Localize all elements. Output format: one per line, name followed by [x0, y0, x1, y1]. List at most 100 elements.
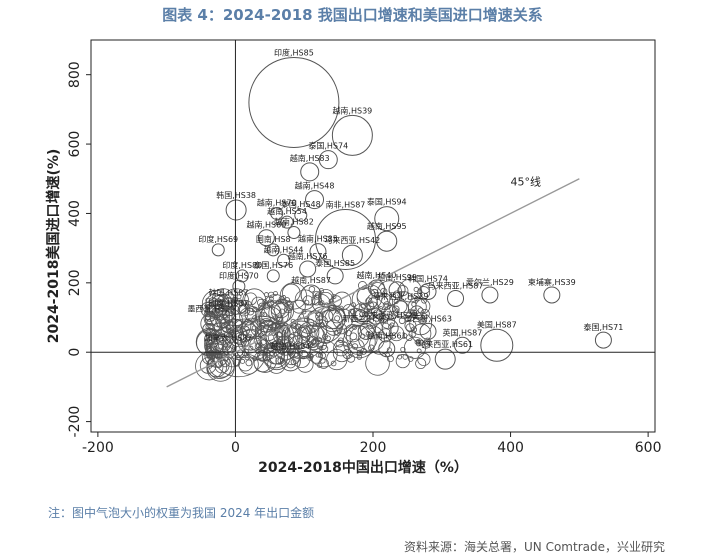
cluster-bubble — [355, 308, 367, 321]
cluster-bubble — [343, 324, 362, 343]
cluster-bubble — [238, 305, 249, 315]
cluster-bubble — [287, 320, 316, 349]
data-bubble — [232, 279, 246, 293]
cluster-bubble — [417, 352, 431, 366]
data-bubble — [294, 208, 308, 222]
cluster-bubble — [314, 292, 321, 299]
cluster-bubble — [273, 291, 278, 296]
x-tick-label: 400 — [497, 440, 524, 456]
bubble-label: 韩国,HS87 — [209, 288, 249, 298]
bubble-label: 爱尔兰,HS29 — [466, 277, 514, 287]
cluster-bubble — [297, 324, 311, 338]
bubble-label: 马来西亚,HS29 — [373, 292, 429, 301]
bubble-label: 南非,HS87 — [326, 199, 366, 209]
y-tick-label: 200 — [67, 269, 83, 296]
bubble-label: 泰国,HS48 — [281, 199, 321, 209]
cluster-bubble — [383, 302, 389, 308]
data-bubble — [248, 56, 340, 148]
cluster-bubble — [265, 321, 295, 351]
cluster-bubble — [209, 316, 215, 322]
bubble-label: 越南,HS44 — [264, 244, 304, 254]
cluster-bubble — [411, 301, 417, 307]
data-bubble — [331, 114, 373, 156]
data-bubble — [222, 297, 236, 311]
cluster-bubble — [206, 353, 212, 358]
cluster-bubble — [322, 333, 328, 340]
bubble-label: 泰国,HS74 — [308, 141, 348, 151]
bubble-label: 印度,HS69 — [198, 234, 238, 244]
cluster-bubble — [205, 293, 226, 314]
cluster-bubble — [210, 320, 268, 378]
cluster-bubble — [369, 282, 386, 298]
cluster-bubble — [252, 315, 258, 321]
cluster-bubble — [276, 314, 284, 322]
data-bubble — [434, 348, 456, 370]
bubble-label: 美国,HS87 — [477, 319, 517, 329]
data-bubble — [376, 230, 398, 252]
data-bubble — [378, 340, 396, 358]
cluster-bubble — [241, 317, 263, 339]
bubble-label: 越南,HS69 — [246, 220, 286, 230]
cluster-bubble — [296, 356, 314, 373]
chart-note: 注：图中气泡大小的权重为我国 2024 年出口金额 — [48, 506, 315, 520]
cluster-bubble — [382, 301, 392, 310]
axes: -200 0 200 400 600 -200 0 200 400 600 800 2024-2018… — [45, 61, 661, 476]
cluster-bubble — [208, 297, 218, 307]
data-bubble — [453, 336, 471, 354]
cluster-bubble — [296, 310, 321, 334]
x-axis-label: 2024-2018中国出口增速（%） — [258, 459, 468, 476]
bubble-label: 印度,HS85 — [274, 47, 314, 57]
data-bubble — [326, 267, 344, 285]
cluster-bubble — [415, 357, 427, 369]
x-tick-label: -200 — [82, 440, 114, 456]
cluster-bubble — [258, 302, 266, 311]
cluster-bubble — [211, 329, 217, 335]
cluster-bubble — [365, 331, 371, 336]
bubble-label: 越南,HS76 — [288, 251, 328, 261]
y-tick-label: 400 — [67, 200, 83, 227]
cluster-bubble — [415, 339, 421, 345]
data-bubble — [481, 286, 499, 304]
data-bubble — [204, 312, 218, 326]
cluster-bubble — [260, 300, 289, 329]
reference-line-45 — [166, 178, 580, 388]
cluster-bubble — [211, 298, 217, 304]
cluster-bubble — [244, 292, 258, 306]
bubble-label: 韩国,HS38 — [216, 190, 256, 200]
bubble-label: 英国,HS87 — [443, 327, 483, 337]
data-bubble — [222, 307, 236, 321]
cluster-bubble — [358, 303, 366, 311]
cluster-bubble — [286, 341, 292, 347]
cluster-bubble — [283, 317, 325, 359]
cluster-bubble — [232, 358, 241, 367]
bubble-label: 墨西哥,HS29 — [187, 304, 235, 313]
bubble-label: 印度,HS70 — [219, 270, 259, 280]
bubble-label: 越南,HS84 — [271, 341, 311, 351]
data-bubble — [374, 206, 400, 232]
cluster-bubble — [234, 319, 243, 327]
cluster-bubble — [240, 358, 246, 364]
cluster-bubble — [395, 354, 410, 369]
bubble-label: 马来西亚,HS87 — [428, 281, 484, 290]
cluster-bubble — [388, 325, 405, 342]
cluster-bubble — [279, 308, 285, 315]
data-source: 资料来源：海关总署，UN Comtrade，兴业研究 — [404, 540, 665, 554]
bubble-label: 越南,HS61 — [367, 331, 407, 341]
bubble-label: 泰国,HS94 — [367, 197, 407, 207]
cluster-bubble — [398, 317, 406, 325]
data-bubble — [314, 208, 376, 270]
data-bubble — [287, 226, 301, 240]
cluster-bubble — [325, 335, 331, 342]
cluster-bubble — [264, 292, 269, 297]
cluster-bubble — [369, 333, 391, 355]
data-bubble — [300, 162, 320, 182]
cluster-bubble — [318, 341, 327, 351]
bubble-label: 新西兰,HS87 — [342, 313, 390, 323]
data-bubble — [225, 199, 247, 221]
bubble-label: 越南,HS85 — [298, 234, 338, 244]
cluster-bubble — [268, 296, 274, 302]
bubble-label: 柬埔寨,HS39 — [528, 277, 576, 287]
data-bubble — [480, 328, 514, 362]
cluster-bubble — [402, 333, 408, 339]
bubble-label: 越南,HS82 — [274, 217, 314, 227]
